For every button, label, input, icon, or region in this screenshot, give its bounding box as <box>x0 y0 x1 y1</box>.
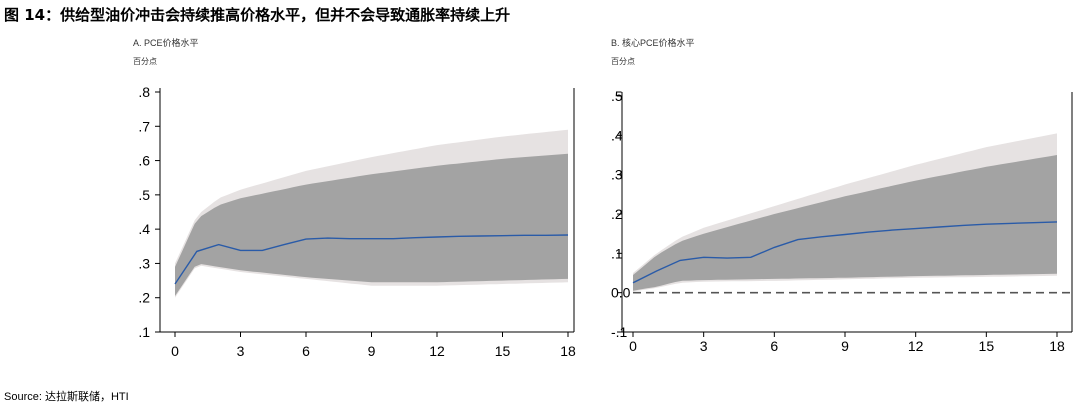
x-tick-label: 0 <box>171 343 179 359</box>
panel-title: B. 核心PCE价格水平 <box>611 37 695 48</box>
y-tick-label: .5 <box>611 88 623 104</box>
y-tick-label: 0.0 <box>611 285 631 301</box>
source-note: Source: 达拉斯联储，HTI <box>4 391 129 403</box>
y-tick-label: -.1 <box>611 324 628 340</box>
y-tick-label: .6 <box>138 153 150 169</box>
x-tick-label: 0 <box>629 338 637 354</box>
y-unit-label: 百分点 <box>133 57 157 66</box>
x-tick-label: 18 <box>560 343 576 359</box>
y-tick-label: .4 <box>138 221 150 237</box>
y-unit-label: 百分点 <box>611 57 635 66</box>
simulation-band <box>175 153 568 296</box>
x-tick-label: 18 <box>1049 338 1065 354</box>
x-tick-label: 15 <box>979 338 995 354</box>
x-tick-label: 3 <box>700 338 708 354</box>
figure-title: 图 14：供给型油价冲击会持续推高价格水平，但并不会导致通胀率持续上升 <box>4 6 511 24</box>
x-tick-label: 9 <box>368 343 376 359</box>
median-response-line <box>632 221 1058 284</box>
x-tick-label: 6 <box>770 338 778 354</box>
y-tick-label: .1 <box>138 324 150 340</box>
panel-title: A. PCE价格水平 <box>133 37 199 48</box>
y-tick-label: .7 <box>138 118 150 134</box>
x-tick-label: 15 <box>495 343 511 359</box>
y-tick-label: .2 <box>611 206 623 222</box>
y-tick-label: .8 <box>138 84 150 100</box>
y-tick-label: .3 <box>611 167 623 183</box>
y-tick-label: .3 <box>138 255 150 271</box>
simulation-band <box>633 155 1057 291</box>
y-tick-label: .4 <box>611 127 623 143</box>
x-tick-label: 12 <box>429 343 445 359</box>
y-tick-label: .2 <box>138 290 150 306</box>
y-tick-label: .1 <box>611 245 623 261</box>
y-tick-label: .5 <box>138 187 150 203</box>
median-response-line <box>174 234 569 285</box>
x-tick-label: 12 <box>908 338 924 354</box>
x-tick-label: 9 <box>841 338 849 354</box>
x-tick-label: 3 <box>237 343 245 359</box>
x-tick-label: 6 <box>302 343 310 359</box>
